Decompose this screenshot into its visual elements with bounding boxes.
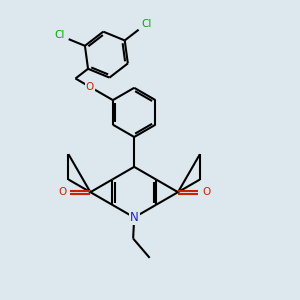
- Text: O: O: [85, 82, 94, 92]
- Text: N: N: [130, 211, 139, 224]
- Text: Cl: Cl: [54, 30, 65, 40]
- Text: Cl: Cl: [141, 19, 152, 29]
- Text: O: O: [202, 187, 210, 197]
- Text: O: O: [58, 187, 66, 197]
